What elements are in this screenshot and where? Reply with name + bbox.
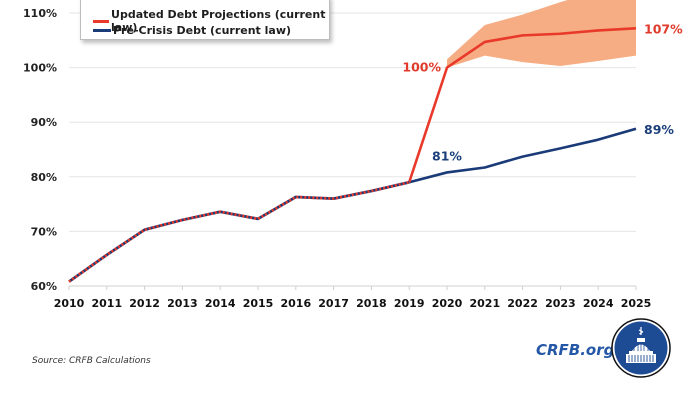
x-tick-label: 2018 bbox=[356, 297, 387, 310]
x-tick-label: 2012 bbox=[129, 297, 160, 310]
y-tick-label: 90% bbox=[31, 116, 57, 129]
x-tick-label: 2010 bbox=[54, 297, 85, 310]
x-tick-label: 2024 bbox=[583, 297, 614, 310]
x-tick-label: 2014 bbox=[205, 297, 236, 310]
x-axis-ticks: 2010 2011 2012 2013 2014 2015 2016 2017 2018 2019… bbox=[54, 297, 652, 310]
source-note: Source: CRFB Calculations bbox=[32, 356, 151, 366]
y-tick-label: 70% bbox=[31, 225, 57, 238]
x-tick-label: 2020 bbox=[432, 297, 463, 310]
x-tick-label: 2013 bbox=[167, 297, 198, 310]
x-tick-label: 2023 bbox=[545, 297, 576, 310]
legend-label-updated: Updated Debt Projections (current law) bbox=[111, 8, 326, 34]
data-label-89pct: 89% bbox=[644, 122, 674, 137]
x-tick-label: 2021 bbox=[469, 297, 500, 310]
y-tick-label: 100% bbox=[23, 62, 57, 75]
legend-item-pre-crisis: Pre-Crisis Debt (current law) bbox=[93, 24, 291, 37]
y-tick-label: 80% bbox=[31, 171, 57, 184]
chart-legend: Updated Debt Projections (current law) P… bbox=[80, 0, 330, 40]
y-axis-ticks: 60% 70% 80% 90% 100% 110% bbox=[23, 7, 57, 293]
brand-link[interactable]: CRFB.org bbox=[536, 341, 615, 359]
historical-line-base bbox=[68, 180, 410, 283]
x-tick-label: 2022 bbox=[507, 297, 538, 310]
y-tick-label: 110% bbox=[23, 7, 57, 20]
x-tick-label: 2019 bbox=[394, 297, 425, 310]
data-labels: 100% 107% 81% 89% bbox=[402, 21, 683, 163]
series-lines bbox=[68, 26, 637, 283]
x-tick-label: 2016 bbox=[280, 297, 311, 310]
y-tick-label: 60% bbox=[31, 280, 57, 293]
x-tick-label: 2015 bbox=[243, 297, 274, 310]
capitol-dome-logo-icon bbox=[611, 318, 671, 378]
updated-projection-line bbox=[407, 26, 637, 183]
x-tick-label: 2025 bbox=[621, 297, 652, 310]
data-label-107pct: 107% bbox=[644, 21, 683, 36]
legend-swatch-pre-crisis bbox=[93, 29, 111, 32]
data-label-100pct: 100% bbox=[402, 60, 441, 75]
x-tick-label: 2017 bbox=[318, 297, 349, 310]
data-label-81pct: 81% bbox=[432, 148, 462, 163]
x-tick-label: 2011 bbox=[91, 297, 122, 310]
pre-crisis-projection-line bbox=[408, 127, 637, 184]
historical-line-dash bbox=[68, 180, 410, 283]
legend-swatch-updated bbox=[93, 19, 110, 23]
legend-item-updated: Updated Debt Projections (current law) bbox=[93, 8, 329, 34]
legend-label-pre-crisis: Pre-Crisis Debt (current law) bbox=[113, 24, 292, 37]
